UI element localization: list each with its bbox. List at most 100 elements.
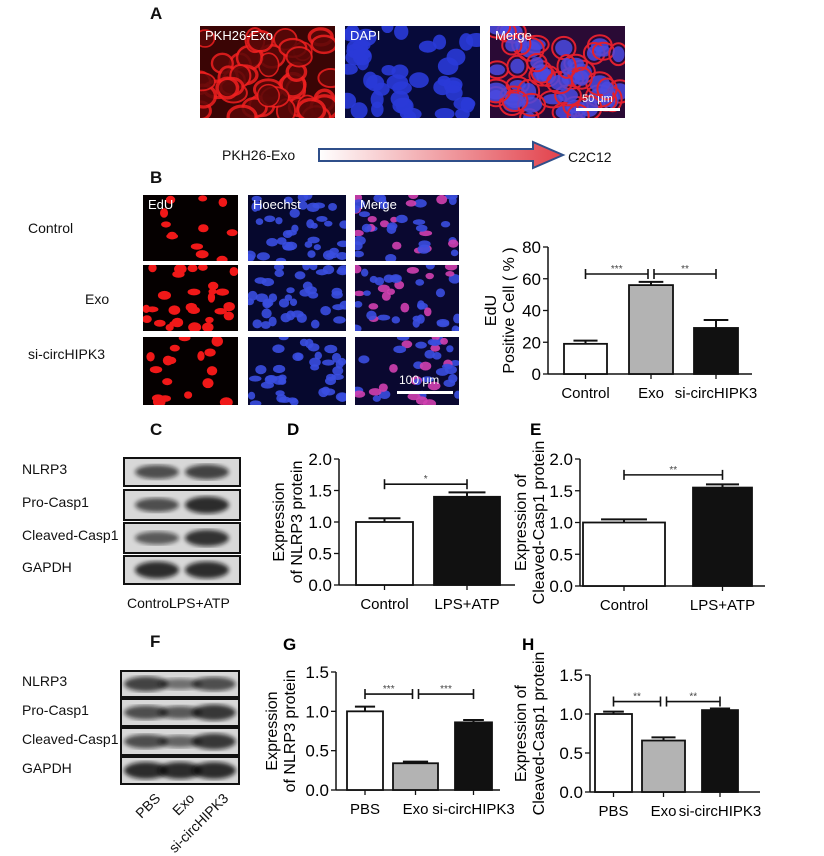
y-tick-label: 0.5 — [305, 742, 329, 761]
transfer-arrow-icon — [318, 140, 566, 170]
y-axis-label: Expression of — [513, 684, 530, 781]
significance-bracket: ** — [665, 692, 721, 707]
image-label: Merge — [360, 197, 397, 212]
protein-label: Pro-Casp1 — [22, 494, 89, 510]
bar-si-circhipk3 — [693, 327, 739, 375]
bar-control — [355, 521, 414, 586]
scale-bar — [576, 108, 620, 111]
y-tick-label: 40 — [522, 302, 541, 321]
x-tick-label: Control — [360, 596, 408, 613]
row-label-si-circhipk3: si-circHIPK3 — [28, 346, 106, 362]
bar-control — [563, 342, 608, 375]
bar-lps+atp — [692, 486, 753, 587]
x-tick-label: Exo — [403, 801, 429, 818]
control-edu-image: EdU — [143, 195, 238, 261]
y-tick-label: 0.0 — [559, 783, 583, 802]
y-tick-label: 0.5 — [559, 744, 583, 763]
y-axis-label: Cleaved-Casp1 protein — [531, 441, 548, 605]
arrow-to-label: C2C12 — [568, 149, 612, 165]
y-axis-label: of NLRP3 protein — [282, 670, 299, 793]
x-tick-label: LPS+ATP — [434, 596, 499, 613]
significance-bracket: ** — [612, 692, 662, 707]
significance-label: ** — [689, 692, 697, 703]
significance-label: *** — [611, 264, 623, 275]
y-axis-label: of NLRP3 protein — [289, 461, 306, 584]
x-tick-label: Exo — [638, 385, 664, 402]
dapi-image: DAPI — [345, 26, 480, 118]
bar-lps+atp — [433, 495, 501, 586]
chart-g: G 0.0 0.5 1.0 1.5 Expression of NLRP3 protein P… — [264, 635, 515, 818]
bar-exo — [392, 762, 439, 791]
chart-d: D 0.0 0.5 1.0 1.5 2.0 Expression of NLRP3 prote… — [271, 420, 515, 613]
y-tick-label: 0.0 — [305, 781, 329, 800]
y-axis-label: Expression — [271, 482, 288, 561]
significance-bracket: * — [383, 474, 468, 490]
y-tick-label: 0.5 — [308, 545, 332, 564]
y-tick-label: 2.0 — [549, 450, 573, 469]
chart-e: E 0.0 0.5 1.0 1.5 2.0 Expression of Cleaved-Cas… — [513, 420, 765, 614]
bar-exo — [628, 284, 674, 375]
significance-bracket: ** — [653, 264, 717, 279]
protein-label: NLRP3 — [22, 461, 68, 477]
image-label: Hoechst — [253, 197, 301, 212]
significance-bracket: ** — [623, 465, 724, 480]
row-label-control: Control — [28, 220, 74, 236]
protein-label: NLRP3 — [22, 673, 68, 689]
y-axis-label: Cleaved-Casp1 protein — [531, 652, 548, 816]
y-tick-label: 1.0 — [305, 702, 329, 721]
x-tick-label: Control — [600, 597, 648, 614]
exo-merge-image — [355, 265, 459, 331]
si-circhipk3-hoechst-image — [248, 337, 346, 405]
y-axis-label: Positive Cell ( % ) — [501, 247, 518, 373]
lane-label: LPS+ATP — [169, 595, 230, 611]
panel-c-label: C — [150, 420, 163, 439]
image-label: PKH26-Exo — [205, 28, 273, 43]
y-tick-label: 1.5 — [305, 663, 329, 682]
protein-label: Cleaved-Casp1 — [22, 527, 119, 543]
y-tick-label: 1.5 — [549, 482, 573, 501]
merge-image: Merge 50 μm — [490, 26, 625, 118]
blot-band-strip — [120, 727, 240, 756]
blot-band-strip — [123, 555, 241, 585]
panel-f-label: F — [150, 632, 161, 651]
y-axis-label: Expression of — [513, 473, 530, 570]
x-tick-label: PBS — [350, 801, 380, 818]
significance-label: ** — [633, 692, 641, 703]
significance-label: *** — [440, 684, 452, 695]
scale-bar-label: 100 μm — [399, 373, 440, 387]
x-tick-label: LPS+ATP — [690, 597, 755, 614]
row-label-exo: Exo — [85, 291, 110, 307]
y-tick-label: 2.0 — [308, 450, 332, 469]
si-circhipk3-merge-image: 100 μm — [355, 337, 459, 405]
scale-bar — [397, 391, 453, 394]
control-merge-image: Merge — [355, 195, 459, 261]
y-tick-label: 1.5 — [308, 482, 332, 501]
blot-band-strip — [120, 698, 240, 727]
bar-si-circhipk3 — [454, 721, 493, 791]
blot-band-strip — [123, 457, 241, 487]
protein-label: Pro-Casp1 — [22, 701, 89, 718]
image-label: Merge — [495, 28, 532, 43]
y-tick-label: 80 — [522, 238, 541, 257]
y-tick-label: 60 — [522, 270, 541, 289]
bar-control — [582, 521, 666, 587]
blot-band-strip — [123, 522, 241, 554]
si-circhipk3-edu-image — [143, 337, 238, 405]
y-tick-label: 20 — [522, 333, 541, 352]
significance-label: ** — [681, 264, 689, 275]
y-tick-label: 0.0 — [549, 577, 573, 596]
bar-pbs — [346, 710, 384, 791]
x-tick-label: si-circHIPK3 — [679, 803, 762, 820]
panel-label: D — [287, 420, 299, 439]
panel-label: E — [530, 420, 541, 439]
x-tick-label: si-circHIPK3 — [432, 801, 515, 818]
lane-label: Control — [127, 595, 173, 611]
arrow-from-label: PKH26-Exo — [222, 147, 296, 163]
blot-band-strip — [120, 670, 240, 698]
y-tick-label: 0.0 — [308, 576, 332, 595]
x-tick-label: Control — [561, 385, 609, 402]
chart-b: 0 20 40 60 80 EdU Positive Cell ( % ) Control Ex… — [483, 238, 757, 402]
y-axis-label: EdU — [483, 295, 500, 326]
exo-edu-image — [143, 265, 238, 331]
